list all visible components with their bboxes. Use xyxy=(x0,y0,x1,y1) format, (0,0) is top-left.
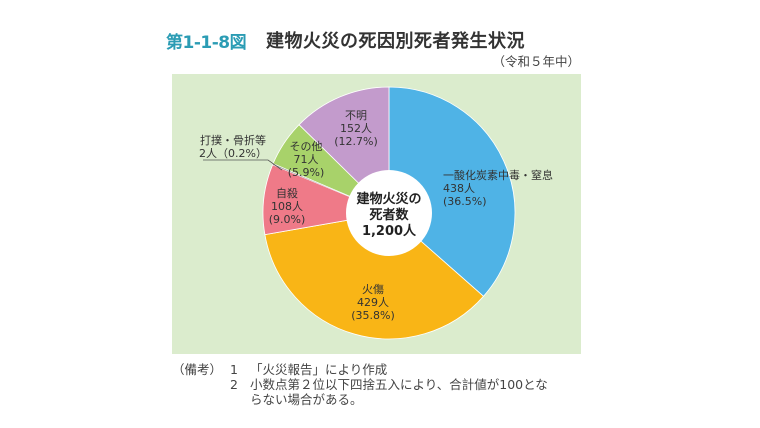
label-trauma: 打撲・骨折等 2人（0.2%） xyxy=(193,134,273,160)
note-2-number: 2 xyxy=(230,377,238,392)
figure-title: 建物火災の死因別死者発生状況 xyxy=(266,31,525,52)
label-suicide-name: 自殺 xyxy=(276,187,298,200)
label-suicide: 自殺 108人 (9.0%) xyxy=(262,187,312,226)
trauma-leader-line xyxy=(203,159,283,171)
label-co-count: 438人 xyxy=(443,182,475,195)
label-co-pct: (36.5%) xyxy=(443,195,487,208)
notes-heading: （備考） xyxy=(172,362,223,377)
label-unknown-count: 152人 xyxy=(340,122,372,135)
label-other: その他 71人 (5.9%) xyxy=(283,140,329,179)
label-co-name: 一酸化炭素中毒・窒息 xyxy=(443,169,553,182)
label-suicide-pct: (9.0%) xyxy=(268,213,306,226)
notes: （備考） 1 「火災報告」により作成 2 小数点第２位以下四捨五入により、合計値… xyxy=(172,362,548,407)
label-other-count: 71人 xyxy=(293,153,319,166)
label-burn-name: 火傷 xyxy=(362,283,384,296)
label-unknown-pct: (12.7%) xyxy=(334,135,378,148)
center-total-value: 1,200人 xyxy=(361,224,417,239)
center-total-label: 建物火災の 死者数 1,200人 xyxy=(339,192,439,240)
note-1-number: 1 xyxy=(230,362,238,377)
figure-period: （令和５年中） xyxy=(492,54,580,69)
label-burn: 火傷 429人 (35.8%) xyxy=(343,283,403,322)
note-2-text: 小数点第２位以下四捨五入により、合計値が100とな xyxy=(250,377,548,392)
label-unknown-name: 不明 xyxy=(345,109,367,122)
donut-hole xyxy=(346,170,432,256)
label-burn-count: 429人 xyxy=(357,296,389,309)
label-trauma-count: 2人（0.2%） xyxy=(199,147,267,160)
label-other-name: その他 xyxy=(289,140,323,153)
figure-number: 第1-1-8図 xyxy=(166,33,247,53)
label-unknown: 不明 152人 (12.7%) xyxy=(331,109,381,148)
note-1-text: 「火災報告」により作成 xyxy=(250,362,388,377)
label-burn-pct: (35.8%) xyxy=(351,309,395,322)
label-co: 一酸化炭素中毒・窒息 438人 (36.5%) xyxy=(443,169,553,208)
slice-co xyxy=(388,86,516,297)
slice-burn xyxy=(264,212,485,340)
label-suicide-count: 108人 xyxy=(271,200,303,213)
label-trauma-name: 打撲・骨折等 xyxy=(200,134,266,147)
note-2-text-cont: らない場合がある。 xyxy=(250,392,363,407)
center-line-1: 建物火災の xyxy=(356,192,422,207)
label-other-pct: (5.9%) xyxy=(287,166,325,179)
center-line-2: 死者数 xyxy=(369,208,409,223)
